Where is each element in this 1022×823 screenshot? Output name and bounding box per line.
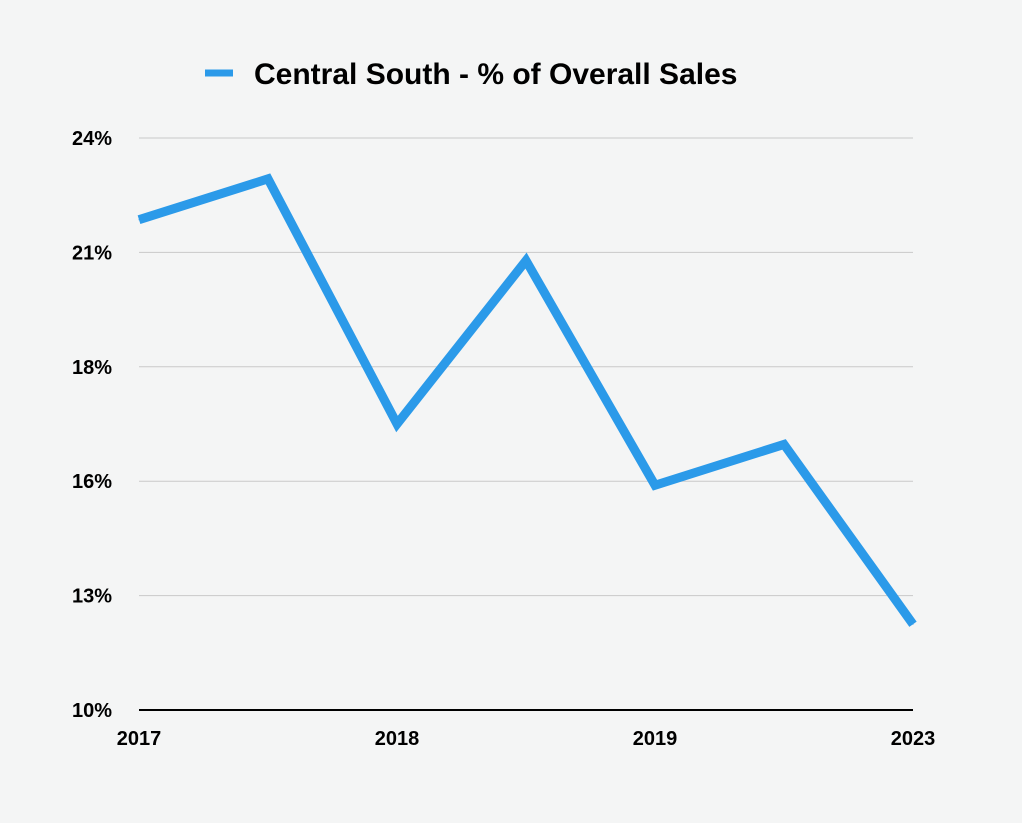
data-point xyxy=(396,423,398,425)
x-tick-label: 2023 xyxy=(891,728,936,750)
y-tick-label: 21% xyxy=(72,242,112,264)
legend-label: Central South - % of Overall Sales xyxy=(254,58,737,91)
legend: Central South - % of Overall Sales xyxy=(205,58,737,91)
y-tick-label: 24% xyxy=(72,128,112,150)
series-line xyxy=(137,173,917,627)
data-point xyxy=(654,484,656,486)
series-group xyxy=(137,173,917,627)
data-point xyxy=(783,443,785,445)
x-axis-ticks: 2017 2018 2019 2023 xyxy=(117,728,936,750)
x-tick-label: 2018 xyxy=(375,728,420,750)
y-tick-label: 18% xyxy=(72,357,112,379)
data-point xyxy=(525,260,527,262)
data-point xyxy=(267,178,269,180)
y-tick-label: 13% xyxy=(72,586,112,608)
x-tick-label: 2017 xyxy=(117,728,162,750)
y-axis-ticks: 10% 13% 16% 18% 21% 24% xyxy=(72,128,112,722)
data-point xyxy=(912,623,914,625)
y-tick-label: 16% xyxy=(72,471,112,493)
data-point xyxy=(138,219,140,221)
gridlines xyxy=(139,137,913,711)
x-tick-label: 2019 xyxy=(633,728,678,750)
y-tick-label: 10% xyxy=(72,700,112,722)
